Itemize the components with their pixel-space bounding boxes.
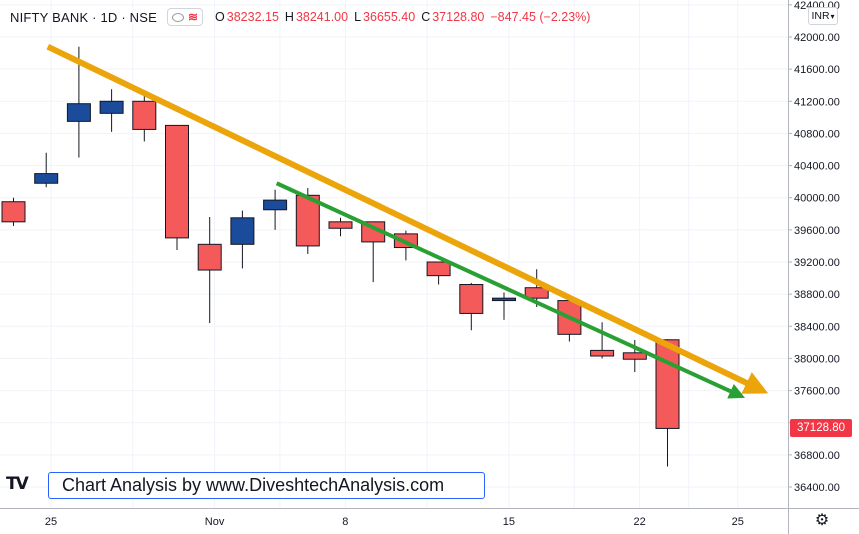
candle-body xyxy=(197,243,222,271)
currency-select[interactable]: INR ▾ xyxy=(808,7,838,25)
candle-body xyxy=(230,217,255,245)
candle-body xyxy=(66,103,91,122)
candle-body xyxy=(492,297,516,302)
candle[interactable] xyxy=(230,210,255,269)
candle-body xyxy=(590,349,615,357)
price-tick-label: 38000.00 xyxy=(794,353,840,365)
high-label: H xyxy=(284,10,294,24)
candle[interactable] xyxy=(1,197,26,226)
close-label: C xyxy=(421,10,431,24)
price-tick-label: 38800.00 xyxy=(794,289,840,301)
low-label: L xyxy=(354,10,362,24)
price-tick-label: 38400.00 xyxy=(794,321,840,333)
price-tick-label: 42000.00 xyxy=(794,32,840,44)
trendlines[interactable] xyxy=(46,43,769,399)
candle-body xyxy=(295,194,320,247)
price-tick-label: 39600.00 xyxy=(794,225,840,237)
symbol-title[interactable]: NIFTY BANK · 1D · NSE xyxy=(10,9,157,25)
candle-body xyxy=(524,287,549,299)
candle[interactable] xyxy=(263,189,288,230)
price-tick-label: 40000.00 xyxy=(794,193,840,205)
price-tick-label: 36800.00 xyxy=(794,450,840,462)
candle-body xyxy=(459,284,484,314)
candle-body xyxy=(328,221,353,229)
candle-body xyxy=(426,261,451,277)
price-tick-label: 37600.00 xyxy=(794,386,840,398)
time-tick-label: 8 xyxy=(342,516,348,528)
high-value: 38241.00 xyxy=(295,10,349,24)
time-tick-label: 25 xyxy=(732,516,744,528)
candle[interactable] xyxy=(197,217,222,324)
candle[interactable] xyxy=(492,292,516,320)
change-value: −847.45 (−2.23%) xyxy=(490,10,591,24)
candle-body xyxy=(263,199,288,211)
watermark-text: Chart Analysis by www.DiveshtechAnalysis… xyxy=(62,475,445,495)
time-tick-label: Nov xyxy=(205,516,225,528)
candle-body xyxy=(622,352,647,360)
eye-icon[interactable] xyxy=(171,12,184,22)
symbol-legend: NIFTY BANK · 1D · NSE ≋ O 38232.15 H 382… xyxy=(10,8,594,26)
candle[interactable] xyxy=(328,217,353,237)
tradingview-logo-icon[interactable]: TV xyxy=(6,474,29,494)
price-tick-label: 40800.00 xyxy=(794,128,840,140)
candle[interactable] xyxy=(590,322,615,359)
ohlc-values: O 38232.15 H 38241.00 L 36655.40 C 37128… xyxy=(215,10,594,24)
price-tick-label: 39200.00 xyxy=(794,257,840,269)
candle-body xyxy=(34,173,59,184)
legend-buttons[interactable]: ≋ xyxy=(166,8,204,26)
price-tick-label: 36400.00 xyxy=(794,482,840,494)
candle-body xyxy=(165,124,189,239)
price-tick-label: 41200.00 xyxy=(794,96,840,108)
chevron-down-icon: ▾ xyxy=(830,11,835,21)
candles[interactable] xyxy=(1,46,680,467)
last-price-tag: 37128.80 xyxy=(790,419,852,437)
low-value: 36655.40 xyxy=(363,10,416,24)
time-tick-label: 22 xyxy=(634,516,646,528)
candle-body xyxy=(99,100,124,114)
watermark-banner: Chart Analysis by www.DiveshtechAnalysis… xyxy=(48,472,485,499)
grid xyxy=(0,0,788,508)
candle[interactable] xyxy=(99,89,124,132)
gear-icon[interactable]: ⚙ xyxy=(814,512,830,529)
candle[interactable] xyxy=(132,93,157,142)
open-label: O xyxy=(215,10,225,24)
wave-icon[interactable]: ≋ xyxy=(187,10,199,24)
open-value: 38232.15 xyxy=(226,10,279,24)
trendline-orange[interactable] xyxy=(46,43,769,394)
time-tick-label: 15 xyxy=(503,516,515,528)
price-tick-label: 42400.00 xyxy=(794,0,840,12)
price-tick-label: 41600.00 xyxy=(794,64,840,76)
currency-label: INR xyxy=(811,10,830,22)
candle[interactable] xyxy=(66,46,91,158)
time-tick-label: 25 xyxy=(45,516,57,528)
price-tick-label: 40400.00 xyxy=(794,161,840,173)
candle-body xyxy=(1,201,26,223)
candle-body xyxy=(132,100,157,130)
candle-body xyxy=(655,339,680,429)
close-value: 37128.80 xyxy=(432,10,485,24)
candle[interactable] xyxy=(426,261,451,285)
candle[interactable] xyxy=(459,282,484,331)
trendline-green[interactable] xyxy=(275,181,746,399)
time-axis[interactable]: 25 Nov 8 15 22 25 xyxy=(45,516,744,528)
candle[interactable] xyxy=(165,124,189,250)
candle[interactable] xyxy=(34,152,59,188)
